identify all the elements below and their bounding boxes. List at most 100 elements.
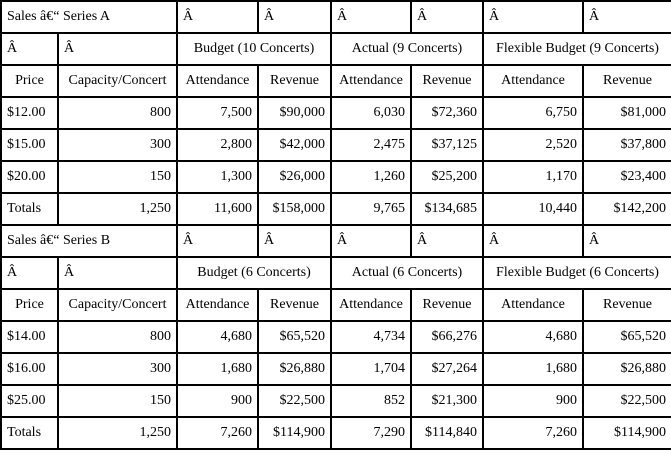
cell-flexible-revenue: $23,400 — [583, 161, 671, 193]
cell-budget-attendance: 1,680 — [177, 353, 258, 385]
cell-actual-revenue: $37,125 — [411, 129, 483, 161]
cell-actual-revenue: $72,360 — [411, 97, 483, 129]
table-row-totals: Totals 1,250 11,600 $158,000 9,765 $134,… — [1, 193, 671, 225]
column-header-revenue: Revenue — [583, 65, 671, 97]
placeholder-cell: Â — [177, 225, 258, 257]
cell-flexible-attendance: 1,680 — [483, 353, 583, 385]
column-header-revenue: Revenue — [258, 65, 331, 97]
column-header-attendance: Attendance — [331, 65, 411, 97]
cell-flexible-revenue: $65,520 — [583, 321, 671, 353]
cell-budget-revenue: $22,500 — [258, 385, 331, 417]
cell-budget-revenue-total: $114,900 — [258, 417, 331, 449]
cell-actual-revenue: $25,200 — [411, 161, 483, 193]
placeholder-cell: Â — [1, 33, 58, 65]
cell-budget-revenue: $65,520 — [258, 321, 331, 353]
table-row: $14.00 800 4,680 $65,520 4,734 $66,276 4… — [1, 321, 671, 353]
table-row-series-b-column-headers: Price Capacity/Concert Attendance Revenu… — [1, 289, 671, 321]
cell-budget-attendance: 7,500 — [177, 97, 258, 129]
cell-capacity: 800 — [58, 321, 177, 353]
cell-actual-attendance: 4,734 — [331, 321, 411, 353]
column-header-capacity: Capacity/Concert — [58, 65, 177, 97]
group-header-flexible-budget: Flexible Budget (9 Concerts) — [483, 33, 671, 65]
cell-budget-attendance: 900 — [177, 385, 258, 417]
cell-flexible-attendance: 6,750 — [483, 97, 583, 129]
cell-budget-attendance-total: 11,600 — [177, 193, 258, 225]
cell-capacity: 300 — [58, 129, 177, 161]
cell-totals-label: Totals — [1, 417, 58, 449]
placeholder-cell: Â — [1, 257, 58, 289]
cell-actual-attendance-total: 7,290 — [331, 417, 411, 449]
group-header-budget: Budget (10 Concerts) — [177, 33, 331, 65]
cell-actual-revenue: $27,264 — [411, 353, 483, 385]
cell-budget-revenue: $90,000 — [258, 97, 331, 129]
table-row-series-a-groups: Â Â Budget (10 Concerts) Actual (9 Conce… — [1, 33, 671, 65]
cell-budget-revenue-total: $158,000 — [258, 193, 331, 225]
cell-budget-attendance: 2,800 — [177, 129, 258, 161]
table-row-series-b-groups: Â Â Budget (6 Concerts) Actual (6 Concer… — [1, 257, 671, 289]
table-row: $25.00 150 900 $22,500 852 $21,300 900 $… — [1, 385, 671, 417]
placeholder-cell: Â — [177, 1, 258, 33]
cell-capacity: 150 — [58, 161, 177, 193]
column-header-price: Price — [1, 289, 58, 321]
cell-price: $25.00 — [1, 385, 58, 417]
cell-actual-attendance-total: 9,765 — [331, 193, 411, 225]
cell-budget-attendance: 1,300 — [177, 161, 258, 193]
cell-flexible-revenue: $81,000 — [583, 97, 671, 129]
cell-flexible-revenue: $37,800 — [583, 129, 671, 161]
cell-actual-attendance: 852 — [331, 385, 411, 417]
cell-flexible-attendance: 900 — [483, 385, 583, 417]
cell-totals-label: Totals — [1, 193, 58, 225]
cell-price: $16.00 — [1, 353, 58, 385]
cell-price: $15.00 — [1, 129, 58, 161]
column-header-attendance: Attendance — [331, 289, 411, 321]
cell-actual-attendance: 1,704 — [331, 353, 411, 385]
placeholder-cell: Â — [483, 225, 583, 257]
group-header-budget: Budget (6 Concerts) — [177, 257, 331, 289]
cell-actual-revenue-total: $114,840 — [411, 417, 483, 449]
placeholder-cell: Â — [258, 225, 331, 257]
cell-flexible-attendance: 4,680 — [483, 321, 583, 353]
cell-capacity: 150 — [58, 385, 177, 417]
placeholder-cell: Â — [331, 1, 411, 33]
column-header-revenue: Revenue — [258, 289, 331, 321]
cell-budget-revenue: $26,880 — [258, 353, 331, 385]
cell-flexible-revenue-total: $114,900 — [583, 417, 671, 449]
column-header-revenue: Revenue — [411, 65, 483, 97]
cell-flexible-attendance-total: 7,260 — [483, 417, 583, 449]
column-header-revenue: Revenue — [411, 289, 483, 321]
group-header-flexible-budget: Flexible Budget (6 Concerts) — [483, 257, 671, 289]
column-header-attendance: Attendance — [483, 289, 583, 321]
cell-price: $20.00 — [1, 161, 58, 193]
cell-budget-revenue: $42,000 — [258, 129, 331, 161]
cell-flexible-attendance: 2,520 — [483, 129, 583, 161]
series-a-title: Sales â€“ Series A — [1, 1, 177, 33]
cell-actual-revenue: $66,276 — [411, 321, 483, 353]
placeholder-cell: Â — [331, 225, 411, 257]
column-header-capacity: Capacity/Concert — [58, 289, 177, 321]
cell-budget-attendance: 4,680 — [177, 321, 258, 353]
table-row-series-b-title: Sales â€“ Series B Â Â Â Â Â Â — [1, 225, 671, 257]
placeholder-cell: Â — [58, 33, 177, 65]
placeholder-cell: Â — [583, 225, 671, 257]
cell-capacity-total: 1,250 — [58, 193, 177, 225]
cell-flexible-attendance-total: 10,440 — [483, 193, 583, 225]
column-header-price: Price — [1, 65, 58, 97]
cell-actual-attendance: 6,030 — [331, 97, 411, 129]
cell-budget-attendance-total: 7,260 — [177, 417, 258, 449]
placeholder-cell: Â — [58, 257, 177, 289]
placeholder-cell: Â — [411, 1, 483, 33]
cell-capacity-total: 1,250 — [58, 417, 177, 449]
table-row-series-a-title: Sales â€“ Series A Â Â Â Â Â Â — [1, 1, 671, 33]
series-b-title: Sales â€“ Series B — [1, 225, 177, 257]
table-row: $16.00 300 1,680 $26,880 1,704 $27,264 1… — [1, 353, 671, 385]
table-row-series-a-column-headers: Price Capacity/Concert Attendance Revenu… — [1, 65, 671, 97]
cell-flexible-attendance: 1,170 — [483, 161, 583, 193]
cell-price: $12.00 — [1, 97, 58, 129]
cell-flexible-revenue: $22,500 — [583, 385, 671, 417]
column-header-attendance: Attendance — [483, 65, 583, 97]
cell-budget-revenue: $26,000 — [258, 161, 331, 193]
placeholder-cell: Â — [411, 225, 483, 257]
table-row: $20.00 150 1,300 $26,000 1,260 $25,200 1… — [1, 161, 671, 193]
group-header-actual: Actual (6 Concerts) — [331, 257, 483, 289]
